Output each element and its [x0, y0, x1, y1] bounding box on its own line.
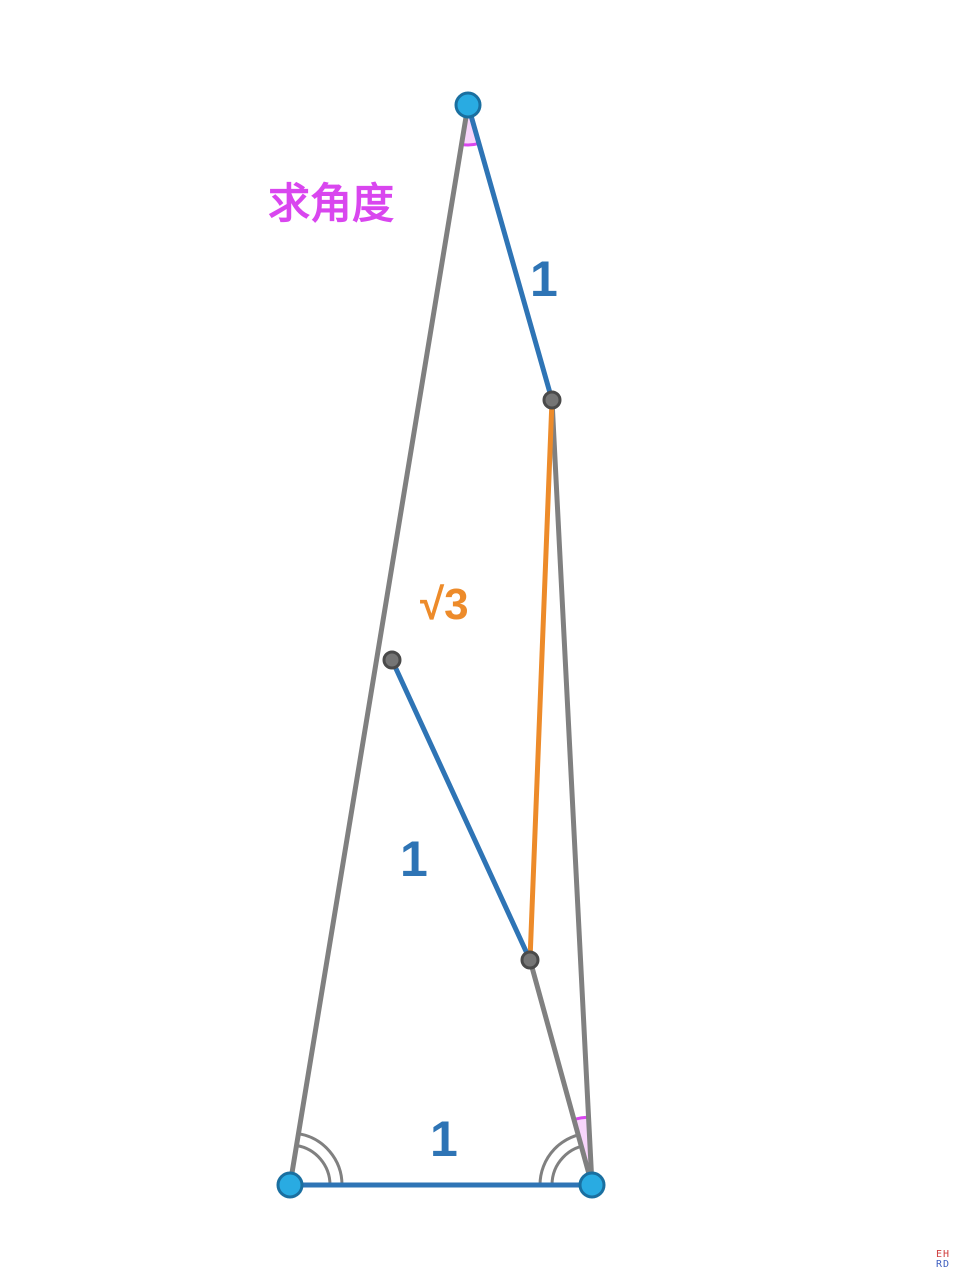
side-ad-label: 1 [530, 250, 558, 308]
title-label: 求角度 [268, 170, 394, 231]
side-df-label: √3 [420, 580, 469, 630]
geometry-svg [0, 0, 958, 1278]
watermark-icon: EH RD [936, 1250, 950, 1270]
side-bc-label: 1 [430, 1110, 458, 1168]
diagram-canvas: 求角度 1 √3 1 1 EH RD [0, 0, 958, 1278]
side-ef-label: 1 [400, 830, 428, 888]
